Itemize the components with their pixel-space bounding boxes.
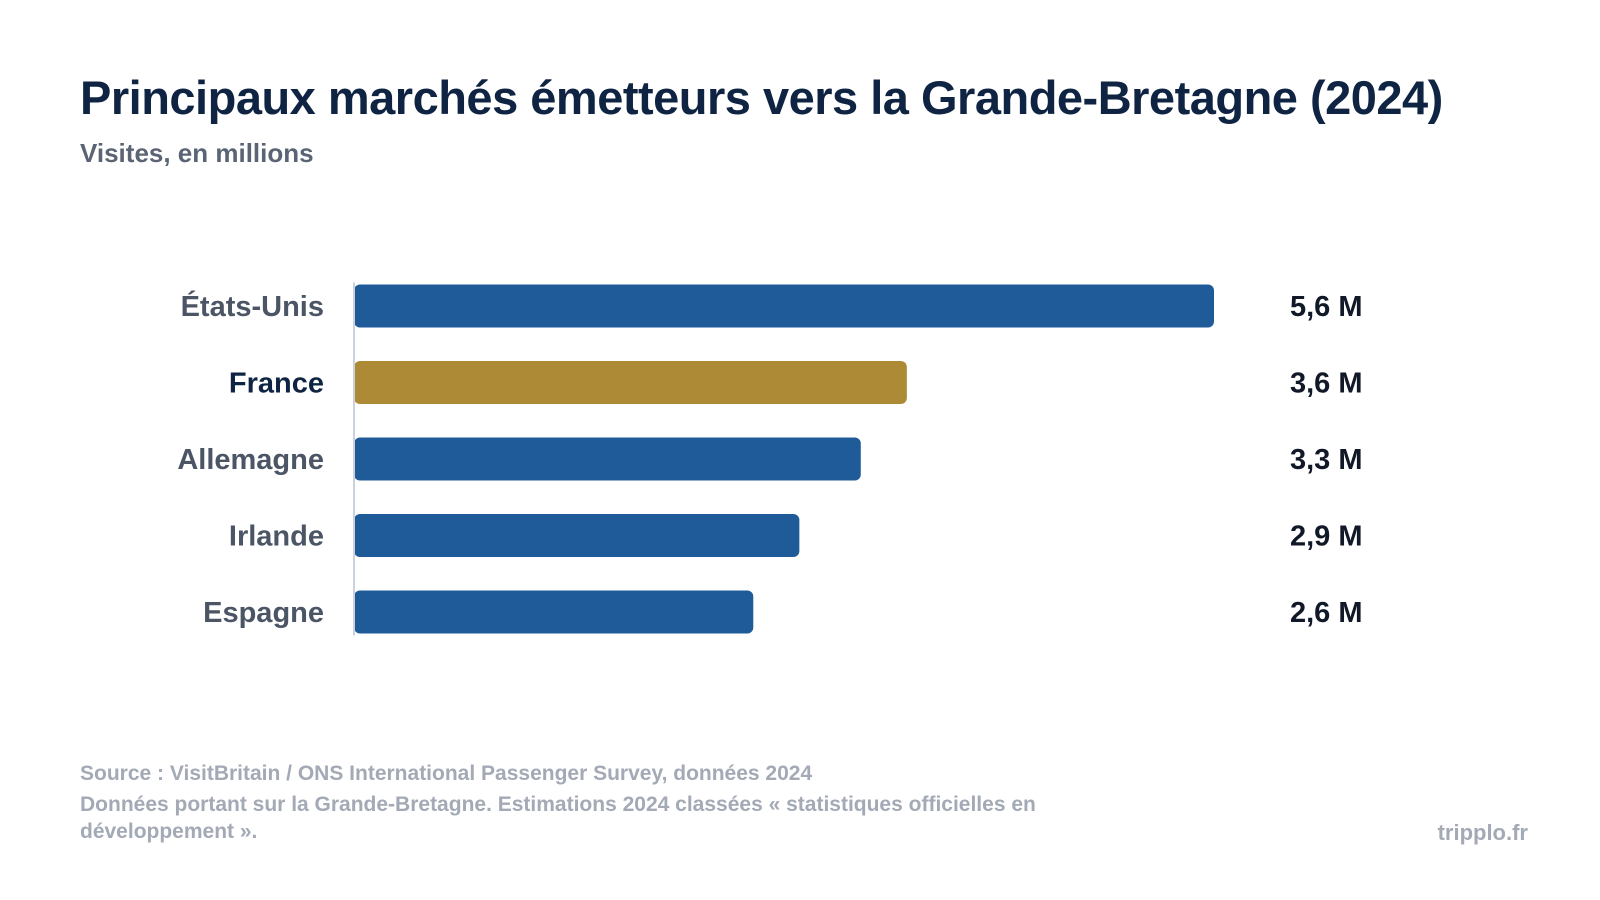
value-label: 2,9 M <box>1290 521 1363 553</box>
value-label: 2,6 M <box>1290 597 1363 629</box>
footer: Source : VisitBritain / ONS Internationa… <box>80 760 1160 845</box>
chart-subtitle: Visites, en millions <box>80 138 314 168</box>
category-label: Irlande <box>229 521 324 553</box>
category-label: Allemagne <box>177 444 324 476</box>
bar-2[interactable] <box>354 437 861 481</box>
category-label: Espagne <box>203 597 324 629</box>
category-label: France <box>229 368 324 400</box>
brand-logo[interactable]: tripplo.fr <box>1437 820 1528 845</box>
value-label: 3,3 M <box>1290 444 1363 476</box>
bar-4[interactable] <box>354 590 754 634</box>
source-note: Source : VisitBritain / ONS Internationa… <box>80 762 813 785</box>
value-label: 5,6 M <box>1290 291 1363 323</box>
category-label: États-Unis <box>181 289 324 323</box>
data-note: Données portant sur la Grande-Bretagne. … <box>80 793 1036 843</box>
bar-3[interactable] <box>354 514 800 557</box>
bar-0[interactable] <box>354 284 1214 328</box>
chart-title: Principaux marchés émetteurs vers la Gra… <box>80 71 1443 124</box>
value-label: 3,6 M <box>1290 368 1363 400</box>
bar-1[interactable] <box>354 361 907 404</box>
